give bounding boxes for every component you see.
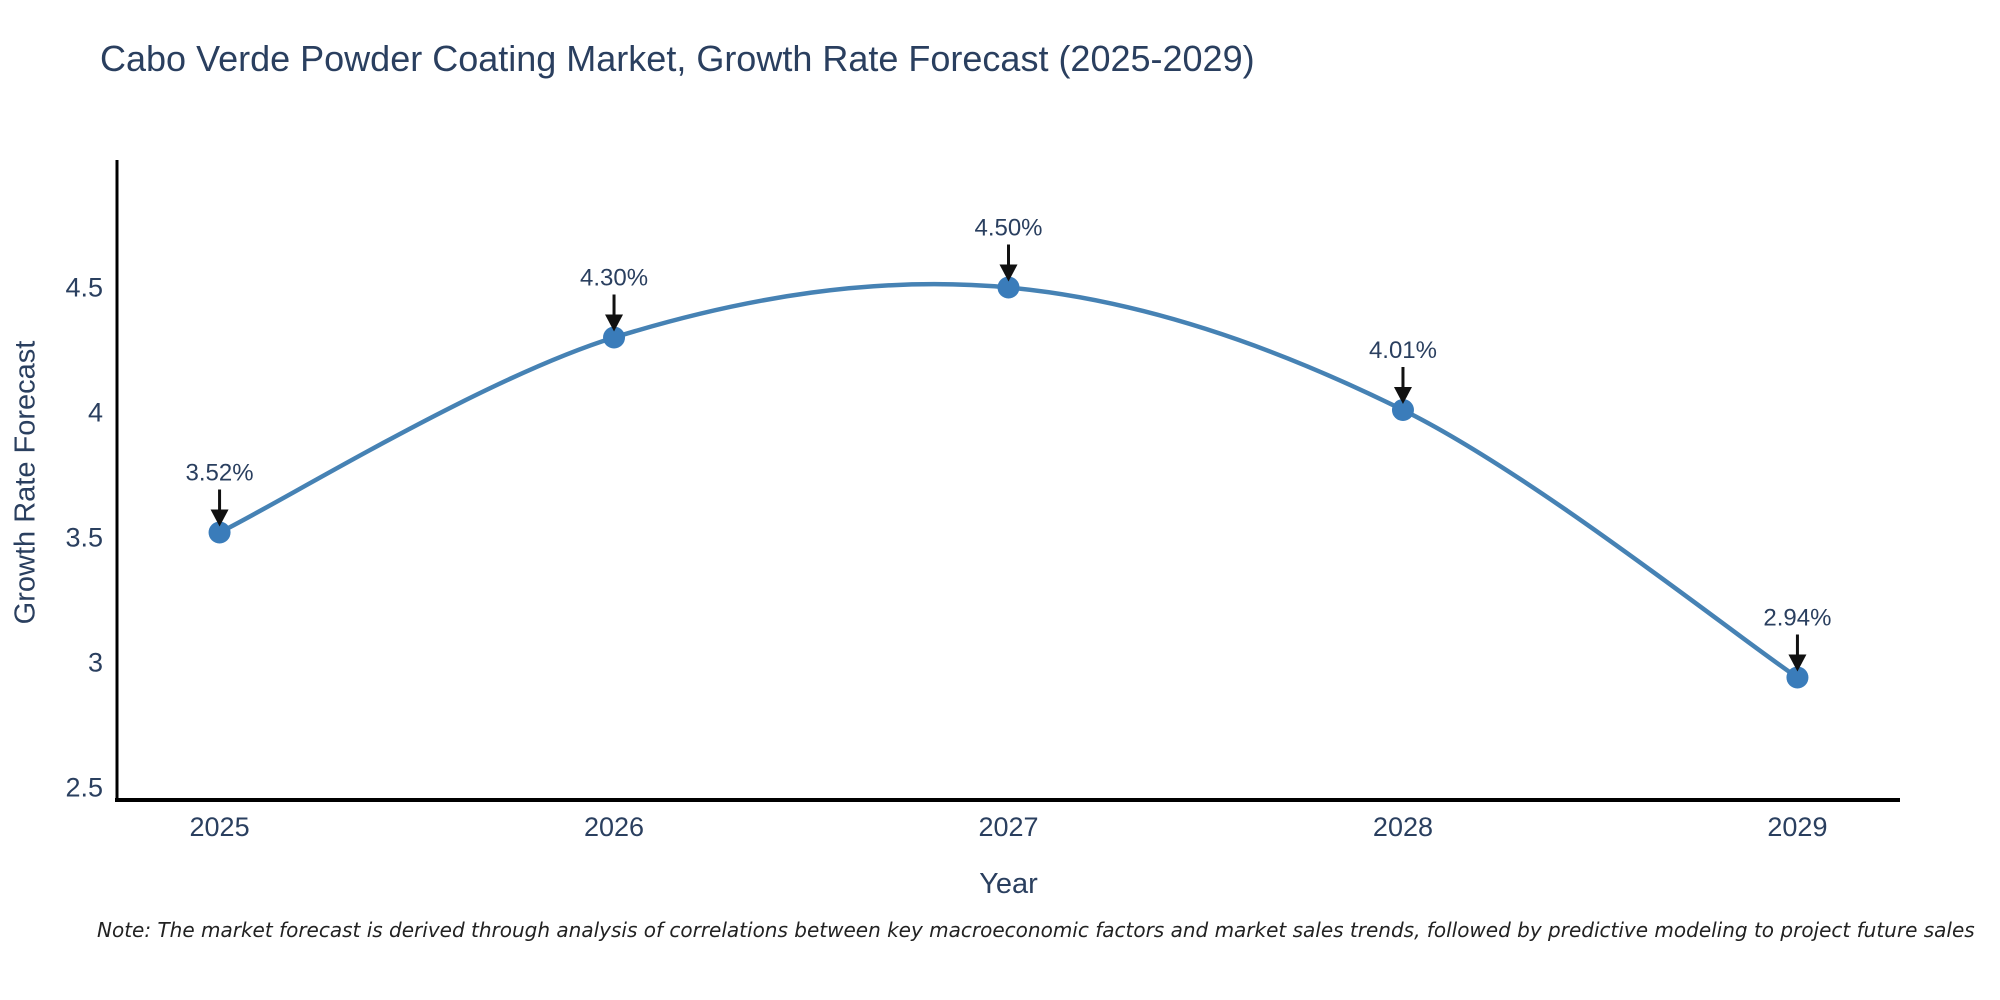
annotation-arrowhead bbox=[1393, 387, 1412, 404]
point-label: 2.94% bbox=[1763, 605, 1831, 632]
data-point[interactable] bbox=[1391, 399, 1414, 421]
data-point[interactable] bbox=[1786, 666, 1809, 689]
point-label: 4.30% bbox=[580, 265, 648, 292]
y-tick-label: 4.5 bbox=[65, 273, 103, 303]
data-point[interactable] bbox=[603, 326, 626, 349]
data-point[interactable] bbox=[997, 276, 1020, 299]
point-label: 4.50% bbox=[974, 215, 1042, 242]
annotation-arrowhead bbox=[605, 314, 624, 332]
annotation-arrowhead bbox=[1788, 654, 1807, 672]
x-tick-label: 2027 bbox=[978, 812, 1038, 842]
footnote: Note: The market forecast is derived thr… bbox=[97, 918, 1975, 942]
data-point[interactable] bbox=[208, 521, 231, 544]
forecast-line bbox=[217, 281, 1800, 680]
x-tick-label: 2026 bbox=[584, 812, 644, 842]
x-tick-label: 2028 bbox=[1373, 812, 1433, 842]
y-tick-label: 3 bbox=[88, 648, 103, 678]
annotation-arrowhead bbox=[210, 509, 229, 527]
y-tick-label: 2.5 bbox=[65, 773, 103, 803]
y-tick-label: 4 bbox=[88, 398, 103, 428]
point-label: 3.52% bbox=[186, 460, 254, 487]
annotation-arrowhead bbox=[999, 264, 1018, 282]
x-tick-label: 2025 bbox=[190, 812, 250, 842]
x-tick-label: 2029 bbox=[1767, 812, 1827, 842]
point-label: 4.01% bbox=[1369, 337, 1437, 364]
y-tick-label: 3.5 bbox=[65, 523, 103, 553]
chart-title: Cabo Verde Powder Coating Market, Growth… bbox=[100, 38, 1255, 79]
x-axis-title: Year bbox=[979, 868, 1038, 900]
